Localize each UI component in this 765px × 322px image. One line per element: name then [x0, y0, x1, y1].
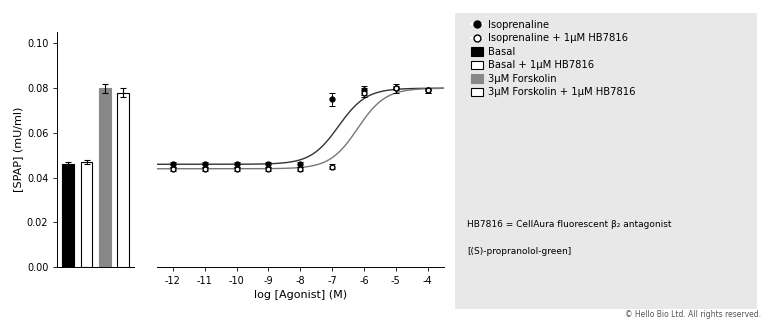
- Bar: [117, 93, 129, 267]
- X-axis label: log [Agonist] (M): log [Agonist] (M): [254, 290, 347, 300]
- Bar: [80, 162, 93, 267]
- Text: © Hello Bio Ltd. All rights reserved.: © Hello Bio Ltd. All rights reserved.: [625, 310, 761, 319]
- Legend: Isoprenaline, Isoprenaline + 1μM HB7816, Basal, Basal + 1μM HB7816, 3μM Forskoli: Isoprenaline, Isoprenaline + 1μM HB7816,…: [467, 16, 640, 101]
- Bar: [99, 88, 111, 267]
- Text: HB7816 = CellAura fluorescent β₂ antagonist: HB7816 = CellAura fluorescent β₂ antagon…: [467, 220, 672, 229]
- Text: [(S)-propranolol-green]: [(S)-propranolol-green]: [467, 247, 571, 256]
- Y-axis label: [SPAP] (mU/ml): [SPAP] (mU/ml): [13, 107, 23, 193]
- Bar: [63, 164, 74, 267]
